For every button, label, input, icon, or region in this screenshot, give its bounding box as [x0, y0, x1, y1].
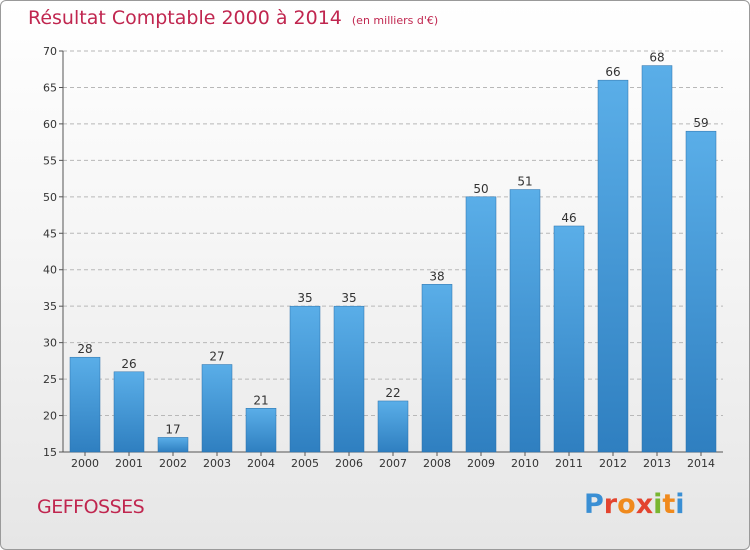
x-tick-label: 2014	[687, 457, 715, 470]
data-label: 26	[121, 357, 136, 371]
data-label: 28	[77, 342, 92, 356]
x-tick-label: 2001	[115, 457, 143, 470]
x-tick-label: 2000	[71, 457, 99, 470]
data-label: 51	[517, 175, 532, 189]
x-tick-label: 2007	[379, 457, 407, 470]
x-tick-label: 2005	[291, 457, 319, 470]
bar	[421, 284, 453, 453]
bar	[289, 305, 321, 453]
commune-name: GEFFOSSES	[37, 496, 145, 518]
x-tick-label: 2009	[467, 457, 495, 470]
y-tick-label: 35	[43, 300, 57, 313]
data-label: 50	[473, 182, 488, 196]
y-tick-label: 70	[43, 45, 57, 58]
y-tick-label: 65	[43, 81, 57, 94]
title-row: Résultat Comptable 2000 à 2014 (en millie…	[28, 7, 438, 29]
data-label: 17	[165, 422, 180, 436]
bar	[201, 364, 233, 453]
y-tick-label: 45	[43, 227, 57, 240]
data-label: 46	[561, 211, 576, 225]
x-tick-label: 2006	[335, 457, 363, 470]
bar	[465, 196, 497, 453]
data-label: 59	[693, 116, 708, 130]
x-tick-label: 2004	[247, 457, 275, 470]
x-tick-label: 2008	[423, 457, 451, 470]
x-tick-label: 2003	[203, 457, 231, 470]
bar	[113, 371, 145, 453]
y-tick-label: 20	[43, 410, 57, 423]
bar	[377, 400, 409, 453]
chart-title: Résultat Comptable 2000 à 2014	[28, 7, 342, 29]
y-tick-label: 50	[43, 191, 57, 204]
data-label: 21	[253, 393, 268, 407]
data-label: 66	[605, 65, 620, 79]
bar	[641, 65, 673, 453]
y-tick-label: 15	[43, 446, 57, 459]
labels: 15 20 25 30 35 40 45 50 55 60 65 70 28 2000 26 2001 17 20…	[43, 45, 715, 470]
data-label: 35	[297, 291, 312, 305]
x-tick-label: 2012	[599, 457, 627, 470]
proxiti-logo: Proxiti	[584, 489, 685, 520]
data-label: 38	[429, 269, 444, 283]
data-label: 35	[341, 291, 356, 305]
bar	[509, 189, 541, 453]
y-tick-label: 55	[43, 154, 57, 167]
x-tick-label: 2010	[511, 457, 539, 470]
x-tick-label: 2013	[643, 457, 671, 470]
y-tick-label: 30	[43, 337, 57, 350]
bar	[597, 79, 629, 453]
y-tick-label: 40	[43, 264, 57, 277]
y-tick-label: 25	[43, 373, 57, 386]
y-tick-label: 60	[43, 118, 57, 131]
bars	[69, 65, 717, 453]
chart-subtitle: (en milliers d'€)	[351, 14, 439, 27]
data-label: 22	[385, 386, 400, 400]
bar	[157, 437, 189, 453]
bar	[553, 225, 585, 453]
bar	[333, 305, 365, 453]
data-label: 68	[649, 51, 664, 65]
data-label: 27	[209, 350, 224, 364]
bar	[245, 408, 277, 453]
x-tick-label: 2002	[159, 457, 187, 470]
bar	[685, 130, 717, 453]
bar	[69, 356, 101, 453]
x-tick-label: 2011	[555, 457, 583, 470]
